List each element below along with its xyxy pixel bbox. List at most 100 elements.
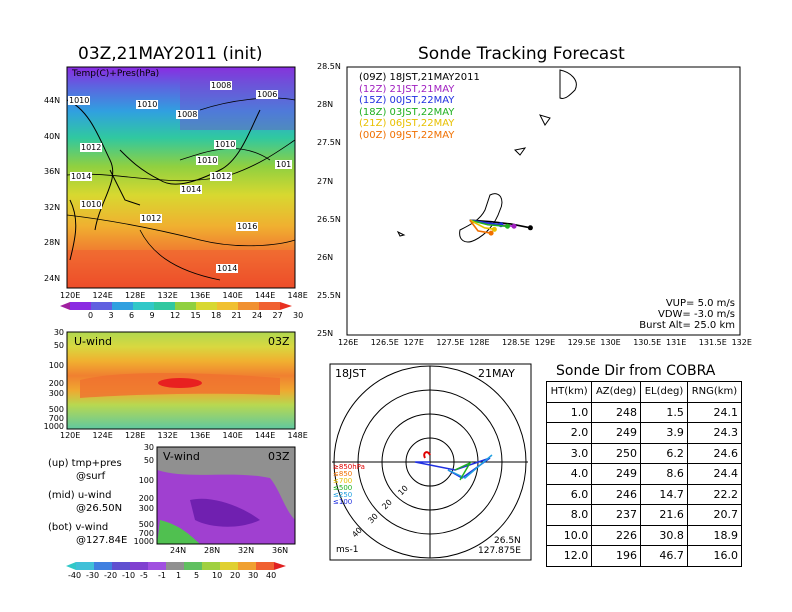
table-cell: 3.0 (545, 442, 593, 464)
track-title: Sonde Tracking Forecast (418, 44, 625, 64)
table-cell: 3.9 (640, 422, 688, 444)
track-lat-tick: 28.5N (317, 62, 341, 71)
map-lon-tick: 124E (92, 291, 113, 300)
isobar-label: 1010 (136, 100, 159, 109)
uwind-p-tick: 200 (48, 379, 64, 388)
isobar-label: 1010 (80, 200, 103, 209)
uwind-lon-tick: 132E (157, 431, 178, 440)
vwind-colorbar-tick: 1 (176, 571, 182, 580)
isobar-label: 1010 (214, 140, 237, 149)
island-coastline (396, 69, 577, 243)
hodo-blue (414, 457, 491, 479)
legend-line: (mid) u-wind (48, 490, 112, 501)
table-row: 1.0 248 1.5 24.1 (545, 401, 743, 423)
vwind-colorbar-tick: 40 (266, 571, 277, 580)
vwind-lat-tick: 32N (238, 546, 255, 555)
isobar-label: 1016 (236, 222, 259, 231)
vwind-colorbar-tick: -5 (140, 571, 148, 580)
legend-line: @127.84E (76, 535, 128, 546)
table-header: EL(deg) (640, 381, 688, 403)
track-param: VDW= -3.0 m/s (658, 309, 735, 320)
uwind-p-tick: 100 (48, 361, 64, 370)
table-cell: 1.5 (640, 401, 688, 423)
track-end-point (491, 226, 497, 232)
isobar-label: 1012 (80, 143, 103, 152)
track-legend-item: (18Z) 03JST,22MAY (359, 106, 455, 118)
polar-legend-item: ≤250 (333, 491, 353, 499)
vwind-lat-tick: 28N (204, 546, 221, 555)
table-row: 12.0 196 46.7 16.0 (545, 545, 743, 567)
track-lon-tick: 127.5E (436, 338, 465, 347)
isobar-label: 1012 (210, 172, 233, 181)
isobar-label: 1014 (216, 264, 239, 273)
isobar-label: 1012 (140, 214, 163, 223)
table-cell: 2.0 (545, 422, 593, 444)
table-cell: 6.2 (640, 442, 688, 464)
table-cell: 24.1 (686, 401, 743, 423)
table-header: AZ(deg) (591, 381, 642, 403)
table-cell: 8.6 (640, 463, 688, 485)
vwind-label: V-wind (163, 450, 200, 463)
track-lat-tick: 26N (317, 253, 334, 262)
track-series-line (469, 219, 492, 234)
polar-legend-item: ≤500 (333, 484, 353, 492)
polar-unit: ms-1 (336, 545, 359, 555)
uwind-p-tick: 30 (53, 328, 64, 337)
track-legend-item: (15Z) 00JST,22MAY (359, 95, 455, 106)
table-cell: 16.0 (686, 545, 743, 567)
track-frame (346, 66, 741, 336)
legend-line: (bot) v-wind (48, 522, 109, 533)
map-lat-tick: 36N (44, 167, 61, 176)
track-lat-tick: 25N (317, 329, 334, 339)
table-cell: 8.0 (545, 504, 593, 526)
table-cell: 12.0 (545, 545, 593, 567)
table-cell: 237 (591, 504, 642, 526)
uwind-lon-tick: 144E (255, 431, 276, 440)
vwind-p-tick: 700 (138, 529, 154, 538)
temp-colorbar-tick: 0 (88, 311, 94, 320)
legend-line: (up) tmp+pres (48, 458, 122, 469)
uwind-lon-tick: 140E (222, 431, 243, 440)
table-cell: 24.4 (686, 463, 743, 485)
uwind-p-tick: 1000 (43, 422, 64, 431)
isobar-label: 1010 (68, 96, 91, 105)
track-lat-tick: 27N (317, 176, 334, 186)
track-lon-tick: 130.5E (633, 338, 662, 347)
vwind-colorbar-tick: -10 (122, 571, 136, 580)
map-lon-tick: 136E (190, 291, 211, 300)
hodo-green (454, 461, 472, 481)
track-series-line (469, 219, 495, 231)
temp-colorbar-tick: 6 (129, 311, 135, 320)
map-lon-tick: 132E (157, 291, 178, 300)
polar-time: 18JST (335, 367, 366, 380)
hodo-red (423, 451, 431, 459)
table-cell: 21.6 (640, 504, 688, 526)
map-lat-tick: 32N (44, 202, 61, 212)
table-cell: 4.0 (545, 463, 593, 485)
track-end-point (527, 225, 533, 231)
track-series-line (469, 219, 508, 228)
polar-lon: 127.875E (478, 546, 521, 556)
legend-line: @26.50N (76, 503, 123, 514)
vwind-p-tick: 200 (138, 494, 154, 503)
track-lon-tick: 131.5E (698, 338, 727, 347)
table-header: HT(km) (545, 381, 593, 403)
hodo-cyan (447, 454, 493, 479)
track-lon-tick: 129.5E (567, 338, 596, 347)
vwind-p-tick: 50 (143, 456, 154, 465)
track-lat-tick: 25.5N (317, 291, 341, 301)
vwind-lat-tick: 24N (170, 546, 187, 555)
temp-colorbar-tick: 21 (231, 311, 242, 320)
uwind-p-tick: 300 (48, 389, 64, 398)
uwind-p-tick: 700 (48, 414, 64, 423)
vwind-colorbar-tick: 20 (230, 571, 241, 580)
table-cell: 24.6 (686, 442, 743, 464)
temp-colorbar-tick: 3 (108, 311, 114, 320)
temp-colorbar-tick: 30 (293, 311, 304, 320)
uwind-lon-tick: 148E (287, 431, 308, 440)
table-row: 10.0 226 30.8 18.9 (545, 524, 743, 546)
table-cell: 46.7 (640, 545, 688, 567)
table-cell: 24.3 (686, 422, 743, 444)
vwind-p-tick: 500 (138, 520, 154, 529)
map-lat-tick: 24N (44, 273, 61, 283)
